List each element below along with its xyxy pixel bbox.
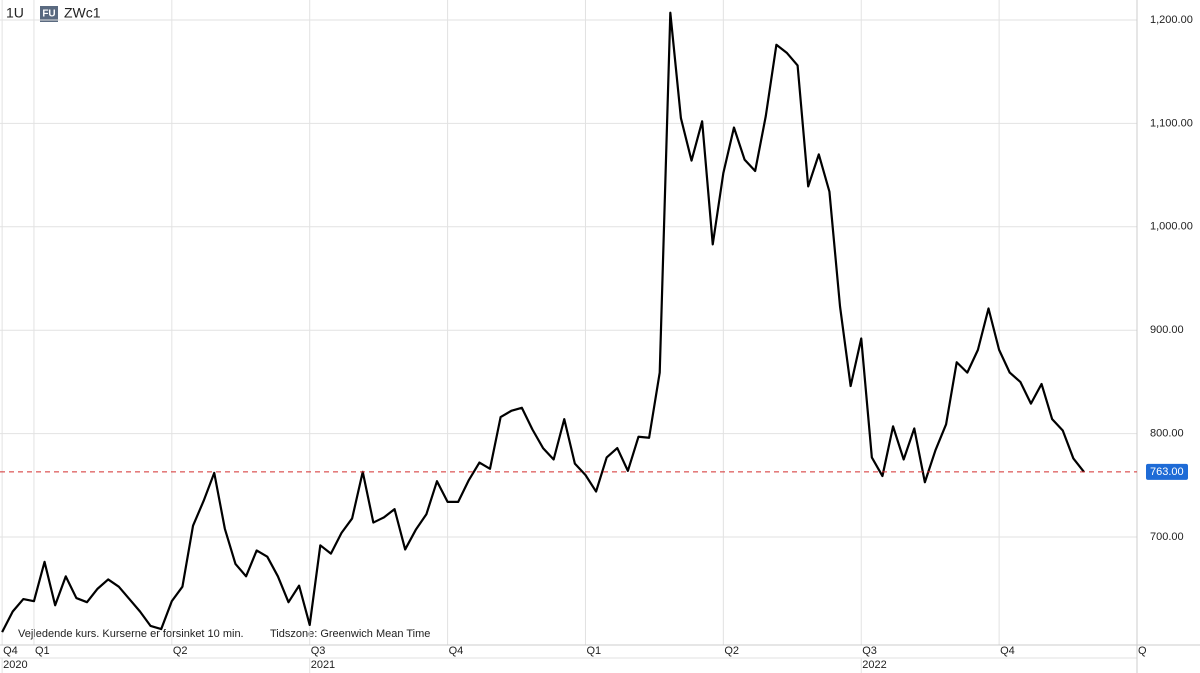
y-tick-label: 1,200.00: [1150, 14, 1193, 26]
badge-box: [40, 6, 58, 22]
last-price-label: 763.00: [1150, 466, 1184, 478]
symbol: ZWc1: [64, 5, 101, 21]
year-label: 2021: [311, 659, 335, 671]
x-tick-label: Q1: [586, 645, 601, 657]
year-label: 2022: [862, 659, 886, 671]
x-tick-label: Q1: [35, 645, 50, 657]
y-tick-label: 800.00: [1150, 428, 1184, 440]
price-line-series: [1, 11, 1085, 633]
x-tick-label: Q3: [311, 645, 326, 657]
x-tick-label: Q4: [449, 645, 464, 657]
x-tick-label: Q2: [724, 645, 739, 657]
last-price-box: [1146, 463, 1188, 480]
year-label: 2020: [3, 659, 27, 671]
x-tick-label: Q4: [3, 645, 18, 657]
footnote: Tidszone: Greenwich Mean Time: [270, 628, 430, 640]
y-tick-label: 900.00: [1150, 324, 1184, 336]
x-tick-label: Q3: [862, 645, 877, 657]
badge: FU: [42, 9, 55, 20]
x-tick-label: Q2: [173, 645, 188, 657]
footnote: Vejledende kurs. Kurserne er forsinket 1…: [18, 628, 244, 640]
x-tick-label: Q4: [1000, 645, 1015, 657]
x-tick-label: Q: [1138, 645, 1147, 657]
y-tick-label: 1,000.00: [1150, 221, 1193, 233]
y-tick-label: 1,100.00: [1150, 117, 1193, 129]
interval: 1U: [6, 5, 24, 21]
y-tick-label: 700.00: [1150, 531, 1184, 543]
